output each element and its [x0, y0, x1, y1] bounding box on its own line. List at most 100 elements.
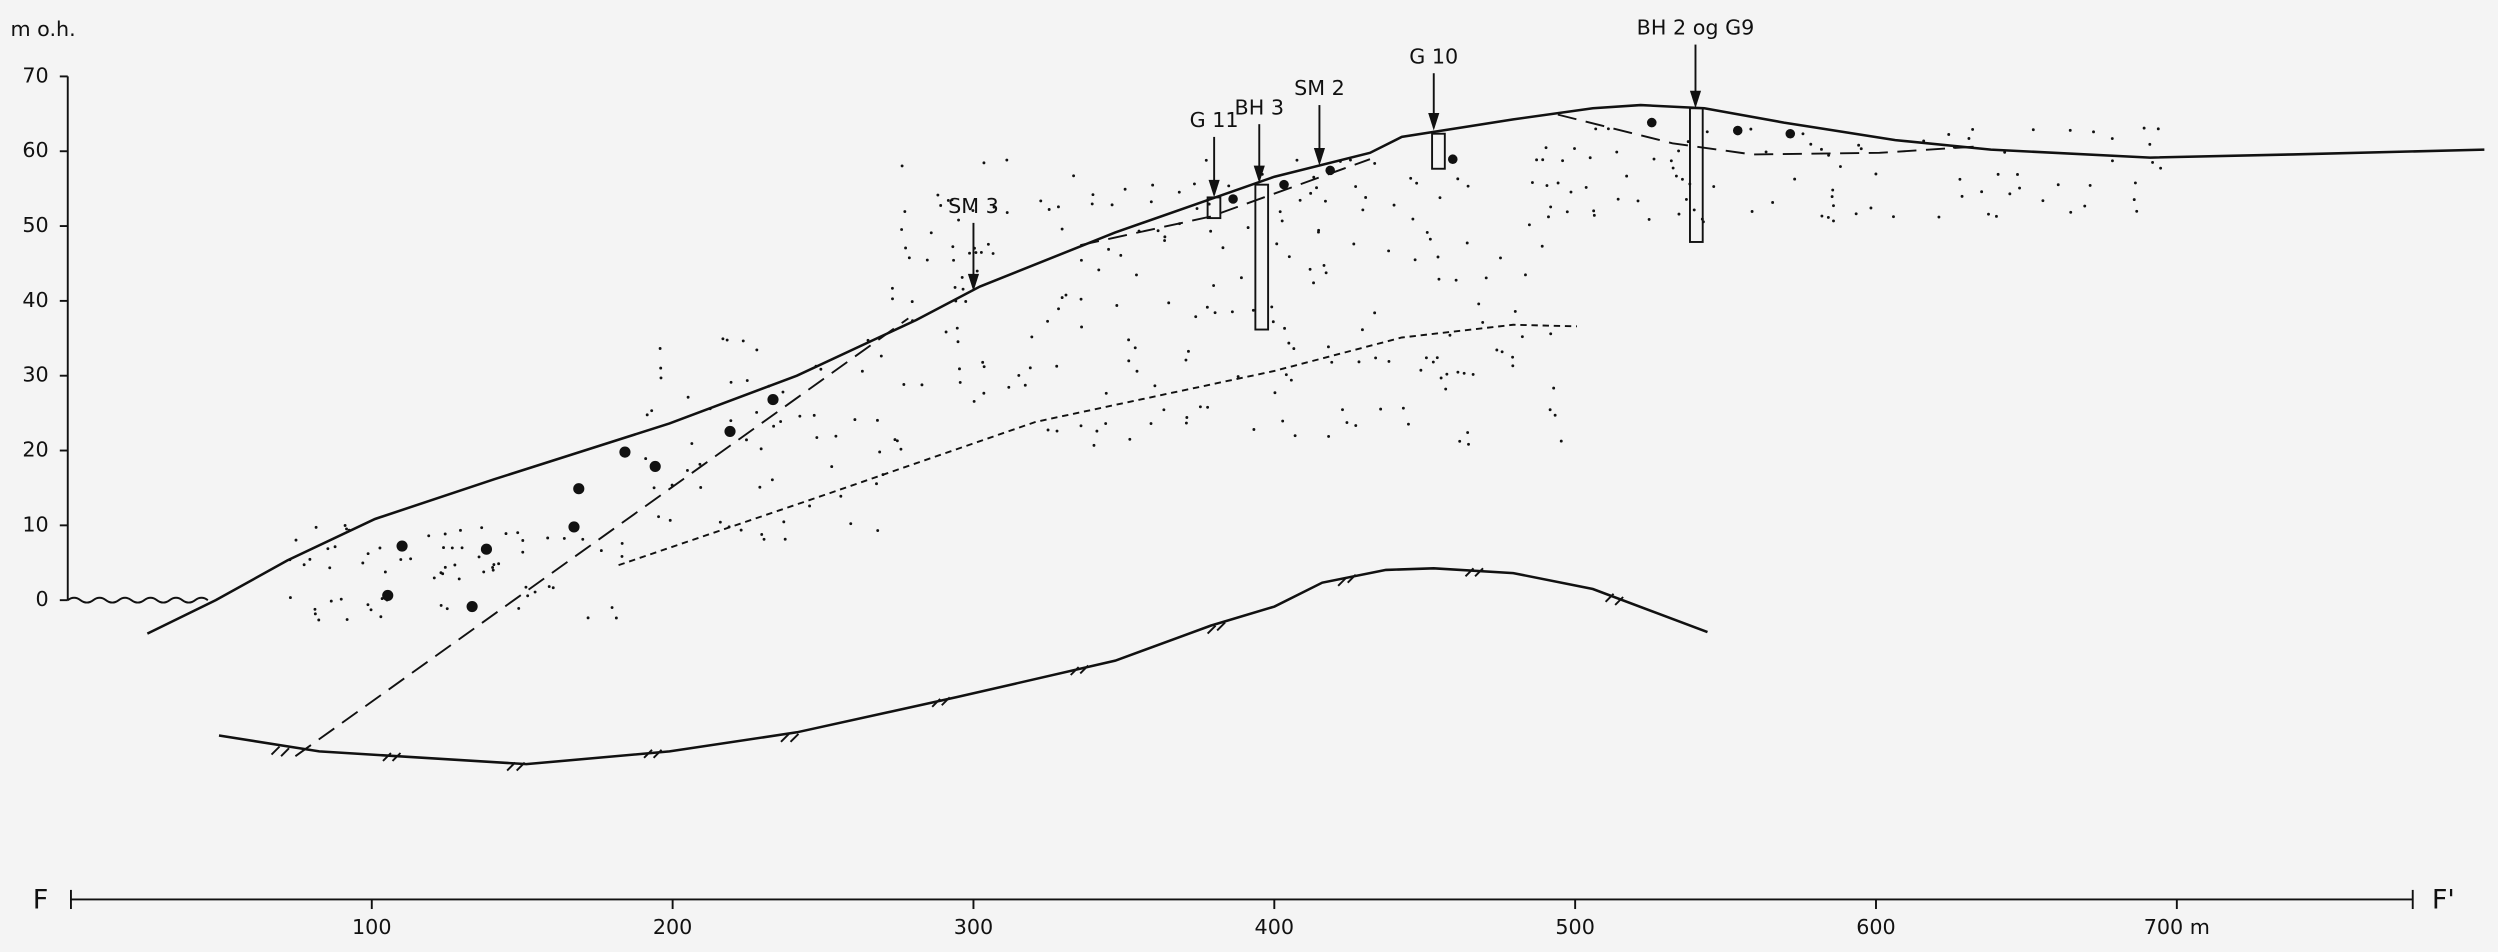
sand-dot — [982, 391, 986, 395]
sand-dot — [1207, 202, 1211, 206]
x-tick-label: 500 — [1555, 915, 1595, 939]
sand-dot — [1681, 177, 1684, 181]
sand-dot — [2018, 186, 2021, 190]
sand-dot — [409, 557, 413, 561]
bedrock-surface — [218, 567, 1708, 766]
sand-dot — [1471, 372, 1475, 376]
sand-dot — [1960, 194, 1964, 198]
sand-dot — [1327, 345, 1330, 349]
sand-dot — [1345, 421, 1349, 424]
sand-dot — [1749, 127, 1753, 131]
sand-dot — [1530, 181, 1534, 184]
sand-dot — [453, 563, 457, 567]
sand-dot — [1435, 356, 1439, 360]
sand-dot — [1239, 276, 1243, 280]
sand-dot — [1387, 359, 1391, 363]
sand-dot — [1137, 229, 1141, 233]
sand-dot — [1047, 208, 1051, 211]
sand-dot — [1057, 307, 1060, 311]
sand-dot — [1937, 215, 1941, 219]
sand-dot — [745, 379, 749, 382]
sand-dot — [1793, 177, 1797, 181]
sand-dot — [427, 534, 431, 538]
sand-dot — [1284, 373, 1288, 377]
sand-dot — [956, 340, 960, 344]
borehole-label: SM 3 — [948, 194, 999, 218]
sand-dot — [333, 545, 337, 549]
sand-dot — [1330, 360, 1334, 364]
sand-dot — [767, 384, 771, 388]
sand-dot — [1561, 159, 1565, 163]
sand-dot — [1060, 296, 1064, 300]
y-tick-label: 70 — [22, 63, 48, 87]
sand-dot — [1712, 185, 1716, 188]
sand-dot — [739, 528, 743, 532]
sand-dot — [708, 407, 712, 411]
sand-dot — [491, 566, 495, 569]
sand-dot — [361, 561, 365, 565]
x-tick-label: 400 — [1255, 915, 1294, 939]
sand-dot — [2159, 166, 2163, 170]
sand-dot — [1023, 383, 1027, 387]
sand-dot — [1039, 199, 1043, 203]
sand-dot — [1995, 214, 1998, 218]
sand-dot — [2148, 142, 2152, 146]
sand-dot — [718, 520, 722, 524]
sand-dot — [1859, 147, 1863, 151]
sand-dot — [958, 367, 961, 371]
sand-dot — [1499, 256, 1502, 260]
sand-dot — [1573, 147, 1576, 150]
sand-dot — [1097, 268, 1101, 272]
sand-dot — [698, 462, 702, 466]
sand-dot — [878, 450, 882, 454]
sand-dot — [2133, 181, 2137, 185]
sand-dot — [812, 413, 816, 417]
sand-dot — [1361, 208, 1365, 212]
sand-dot — [445, 607, 449, 611]
sand-dot — [1151, 183, 1155, 187]
sand-dot — [1839, 165, 1842, 168]
sand-dot — [1178, 222, 1181, 226]
sand-dot — [369, 608, 373, 612]
sand-dot — [1060, 227, 1064, 231]
sand-dot — [1401, 406, 1405, 410]
borehole-arrowhead — [1428, 113, 1440, 131]
sand-dot — [1594, 127, 1598, 131]
sand-dot — [893, 438, 897, 442]
sand-dot — [1374, 356, 1378, 360]
x-tick-label: 200 — [653, 915, 693, 939]
sand-dot — [1466, 431, 1470, 434]
sand-dot — [329, 599, 333, 603]
sand-dot — [968, 251, 971, 255]
sand-dot — [1163, 235, 1167, 239]
sand-dot — [620, 541, 624, 545]
sand-dot — [1556, 181, 1560, 185]
gravel-symbols — [382, 117, 1796, 613]
sand-dot — [1616, 197, 1620, 201]
x-tick-label: 600 — [1856, 915, 1896, 939]
sand-dot — [2083, 204, 2087, 208]
sand-dot — [1615, 150, 1619, 154]
sand-dot — [770, 478, 774, 482]
sand-dot — [1971, 127, 1975, 131]
sand-dot — [1028, 366, 1032, 370]
sand-dot — [1281, 419, 1285, 423]
borehole-arrowhead — [967, 273, 980, 292]
sand-dot — [1565, 210, 1569, 214]
sand-dot — [1064, 293, 1068, 297]
sand-dot — [339, 597, 343, 601]
sand-dot — [975, 269, 979, 273]
sand-dot — [2110, 137, 2114, 140]
sand-dot — [1133, 346, 1137, 350]
sand-dot — [586, 616, 590, 620]
sand-dot — [1213, 311, 1217, 315]
sand-dot — [819, 367, 823, 371]
sand-dot — [1692, 208, 1696, 212]
sand-dot — [946, 198, 950, 202]
sand-dot — [1184, 358, 1188, 362]
sand-dot — [459, 528, 462, 532]
sand-dot — [2135, 209, 2139, 213]
sand-dot — [1967, 137, 1971, 140]
sand-dot — [1080, 325, 1084, 329]
sand-dot — [1831, 188, 1835, 192]
